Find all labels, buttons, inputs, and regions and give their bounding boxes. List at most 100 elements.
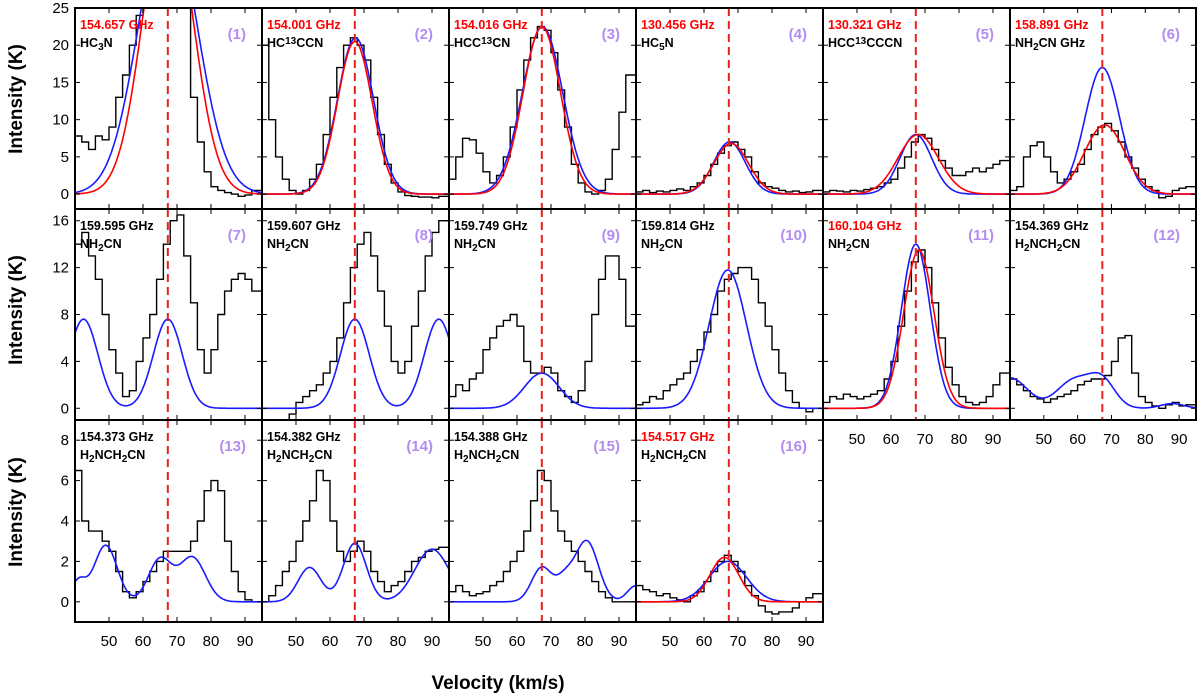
panel-6-panel-index: (6) xyxy=(1162,26,1180,43)
panel-4-observed-spectrum xyxy=(636,141,823,194)
y-axis-label-row2: Intensity (K) xyxy=(6,255,27,365)
panel-14-xtick-label: 50 xyxy=(288,633,305,650)
panel-13-ytick-label: 0 xyxy=(61,594,69,611)
panel-9-panel-index: (9) xyxy=(602,227,620,244)
panel-1-blue-model-curve xyxy=(75,8,262,194)
panel-2-molecule-label-part: CCN xyxy=(296,36,323,50)
panel-14-molecule-label-part: NCH xyxy=(282,448,309,462)
panel-16-xtick-label: 60 xyxy=(696,633,713,650)
panel-1-ytick-label: 20 xyxy=(52,37,69,54)
panel-8-molecule-label-part: CN xyxy=(291,237,309,251)
panel-12-molecule-label-part: 2 xyxy=(1024,243,1030,254)
panel-14-molecule-label: H2NCH2CN xyxy=(267,448,332,465)
panel-13-panel-index: (13) xyxy=(219,438,246,455)
panel-10-panel-index: (10) xyxy=(780,227,807,244)
panel-7-observed-spectrum xyxy=(75,214,262,398)
panel-1-molecule-label-part: N xyxy=(104,36,113,50)
panel-10-molecule-label: NH2CN xyxy=(641,237,683,254)
panel-12-xtick-label: 50 xyxy=(1035,431,1052,448)
panel-13-xtick-label: 70 xyxy=(169,633,186,650)
panel-15-molecule-label: H2NCH2CN xyxy=(454,448,519,465)
panel-6-frequency-label: 158.891 GHz xyxy=(1015,18,1089,32)
panel-6-molecule-label: NH2CN GHz xyxy=(1015,36,1085,53)
panel-1: 0 5 10 15 20 25 154.657 GHz HC3N (1) xyxy=(52,0,263,210)
panel-3-panel-index: (3) xyxy=(602,26,620,43)
panel-10-molecule-label-part: 2 xyxy=(659,243,665,254)
panel-16-molecule-label-part: CN xyxy=(688,448,706,462)
y-axis-label-row1: Intensity (K) xyxy=(6,44,27,154)
panel-14-molecule-label-part: CN xyxy=(314,448,332,462)
panel-12-observed-spectrum xyxy=(1010,334,1196,409)
panel-5-molecule-label-part: CCCN xyxy=(866,36,902,50)
panel-14-observed-spectrum xyxy=(262,469,449,603)
panel-13-xtick-label: 60 xyxy=(135,633,152,650)
panel-13-observed-spectrum xyxy=(75,469,262,603)
panel-2-panel-index: (2) xyxy=(415,26,433,43)
panel-6-observed-spectrum xyxy=(1010,122,1196,199)
panel-16-xtick-label: 80 xyxy=(764,633,781,650)
panel-15-molecule-label-part: 2 xyxy=(496,454,502,465)
panel-13-xtick-label: 50 xyxy=(101,633,118,650)
panel-7: 0 4 8 12 16 159.595 GHz NH2CN (7) xyxy=(52,208,263,421)
panel-14-molecule-label-part: 2 xyxy=(276,454,282,465)
panel-13-ytick-label: 6 xyxy=(61,473,69,490)
panel-14-xtick-label: 80 xyxy=(390,633,407,650)
panel-16-molecule-label: H2NCH2CN xyxy=(641,448,706,465)
panel-6-molecule-label-part: NH xyxy=(1015,36,1033,50)
panel-10-plot-area xyxy=(636,266,823,413)
panel-15-panel-index: (15) xyxy=(593,438,620,455)
panel-12-molecule-label: H2NCH2CN xyxy=(1015,237,1080,254)
panel-12-xtick-label: 70 xyxy=(1103,431,1120,448)
panel-16-red-model-curve xyxy=(636,556,823,603)
panel-12-molecule-label-part: CN xyxy=(1062,237,1080,251)
panel-1-ytick-label: 5 xyxy=(61,149,69,166)
x-axis-label: Velocity (km/s) xyxy=(431,673,564,694)
panel-16-molecule-label-part: 2 xyxy=(683,454,689,465)
panel-8-panel-index: (8) xyxy=(415,227,433,244)
panel-11-molecule-label: NH2CN xyxy=(828,237,870,254)
panel-4: 130.456 GHz HC5N (4) xyxy=(635,7,824,210)
panel-1-ytick-label: 0 xyxy=(61,186,69,203)
panel-6-molecule-label-part: CN GHz xyxy=(1039,36,1086,50)
panel-3-frequency-label: 154.016 GHz xyxy=(454,18,528,32)
panel-7-molecule-label-part: NH xyxy=(80,237,98,251)
panel-7-molecule-label-part: 2 xyxy=(98,243,104,254)
panel-16-molecule-label-part: 2 xyxy=(650,454,656,465)
panel-15-xtick-label: 80 xyxy=(577,633,594,650)
panel-5-molecule-label: HCC13CCCN xyxy=(828,36,902,51)
panel-10-observed-spectrum xyxy=(636,266,823,413)
panel-1-ytick-label: 15 xyxy=(52,74,69,91)
panel-7-ytick-label: 4 xyxy=(61,353,69,370)
panel-14-xtick-label: 60 xyxy=(322,633,339,650)
panel-16-panel-index: (16) xyxy=(780,438,807,455)
panel-13-xtick-label: 90 xyxy=(237,633,254,650)
panel-7-frequency-label: 159.595 GHz xyxy=(80,219,154,233)
panel-15-molecule-label-part: 2 xyxy=(463,454,469,465)
panel-2-molecule-label-part: 13 xyxy=(285,36,297,47)
panel-2-molecule-label: HC13CCN xyxy=(267,36,323,51)
panel-15-xtick-label: 70 xyxy=(543,633,560,650)
panel-13-ytick-label: 4 xyxy=(61,513,69,530)
panel-14-molecule-label-part: H xyxy=(267,448,276,462)
panel-13-molecule-label-part: H xyxy=(80,448,89,462)
panel-4-molecule-label-part: HC xyxy=(641,36,659,50)
panel-8-observed-spectrum xyxy=(262,220,449,420)
panel-3-molecule-label-part: HCC xyxy=(454,36,481,50)
panel-10-molecule-label-part: NH xyxy=(641,237,659,251)
panel-8: 159.607 GHz NH2CN (8) xyxy=(261,208,450,421)
panel-5-frequency-label: 130.321 GHz xyxy=(828,18,902,32)
panel-1-panel-index: (1) xyxy=(228,26,246,43)
panel-10: 159.814 GHz NH2CN (10) xyxy=(635,208,824,421)
panel-16-frequency-label: 154.517 GHz xyxy=(641,430,715,444)
panel-1-red-model-curve xyxy=(75,8,262,195)
panel-15-xtick-label: 60 xyxy=(509,633,526,650)
panel-14-molecule-label-part: 2 xyxy=(309,454,315,465)
panel-11-xtick-label: 60 xyxy=(883,431,900,448)
panel-14-frequency-label: 154.382 GHz xyxy=(267,430,341,444)
panel-11-molecule-label-part: NH xyxy=(828,237,846,251)
